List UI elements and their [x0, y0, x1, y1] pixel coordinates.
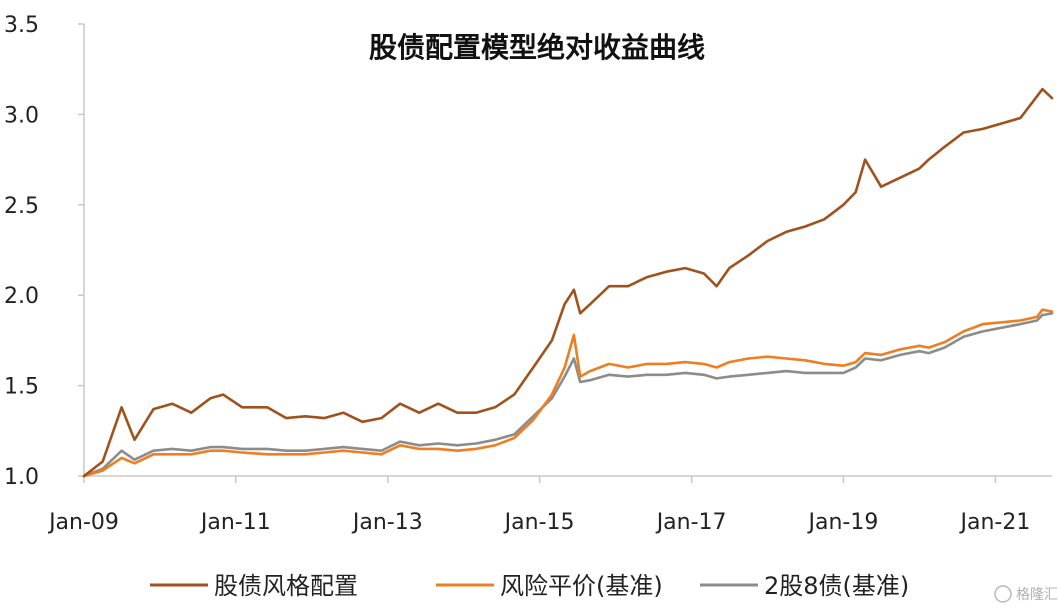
x-tick-label: Jan-11 — [199, 510, 271, 535]
y-tick-label: 1.5 — [4, 375, 39, 400]
y-tick-label: 3.0 — [4, 103, 39, 128]
x-tick-label: Jan-09 — [47, 510, 119, 535]
series-line-1 — [82, 308, 1054, 478]
series-line-0 — [82, 87, 1054, 478]
legend-label-0: 股债风格配置 — [214, 572, 358, 600]
watermark-text: 格隆汇 — [1016, 587, 1058, 603]
x-tick-label: Jan-21 — [959, 510, 1031, 535]
y-tick-label: 3.5 — [4, 13, 39, 38]
chart-title: 股债配置模型绝对收益曲线 — [369, 31, 705, 64]
x-tick-label: Jan-13 — [351, 510, 423, 535]
axes: 1.0 1.5 2.0 2.5 3.0 3.5 Jan-09 Jan-11 Jan-13 Jan-… — [4, 13, 1052, 535]
watermark: 格隆汇 — [994, 585, 1058, 603]
y-tick-label: 2.0 — [4, 284, 39, 309]
legend: 股债风格配置 风险平价(基准) 2股8债(基准) — [150, 572, 909, 600]
y-tick-label: 2.5 — [4, 194, 39, 219]
x-tick-label: Jan-17 — [655, 510, 727, 535]
series-line-2 — [82, 311, 1054, 478]
legend-label-1: 风险平价(基准) — [500, 572, 663, 600]
y-tick-label: 1.0 — [4, 465, 39, 490]
plot-lines — [82, 87, 1054, 478]
x-tick-label: Jan-19 — [806, 510, 878, 535]
watermark-logo-icon — [994, 585, 1012, 603]
x-tick-label: Jan-15 — [503, 510, 575, 535]
legend-label-2: 2股8债(基准) — [764, 572, 909, 600]
